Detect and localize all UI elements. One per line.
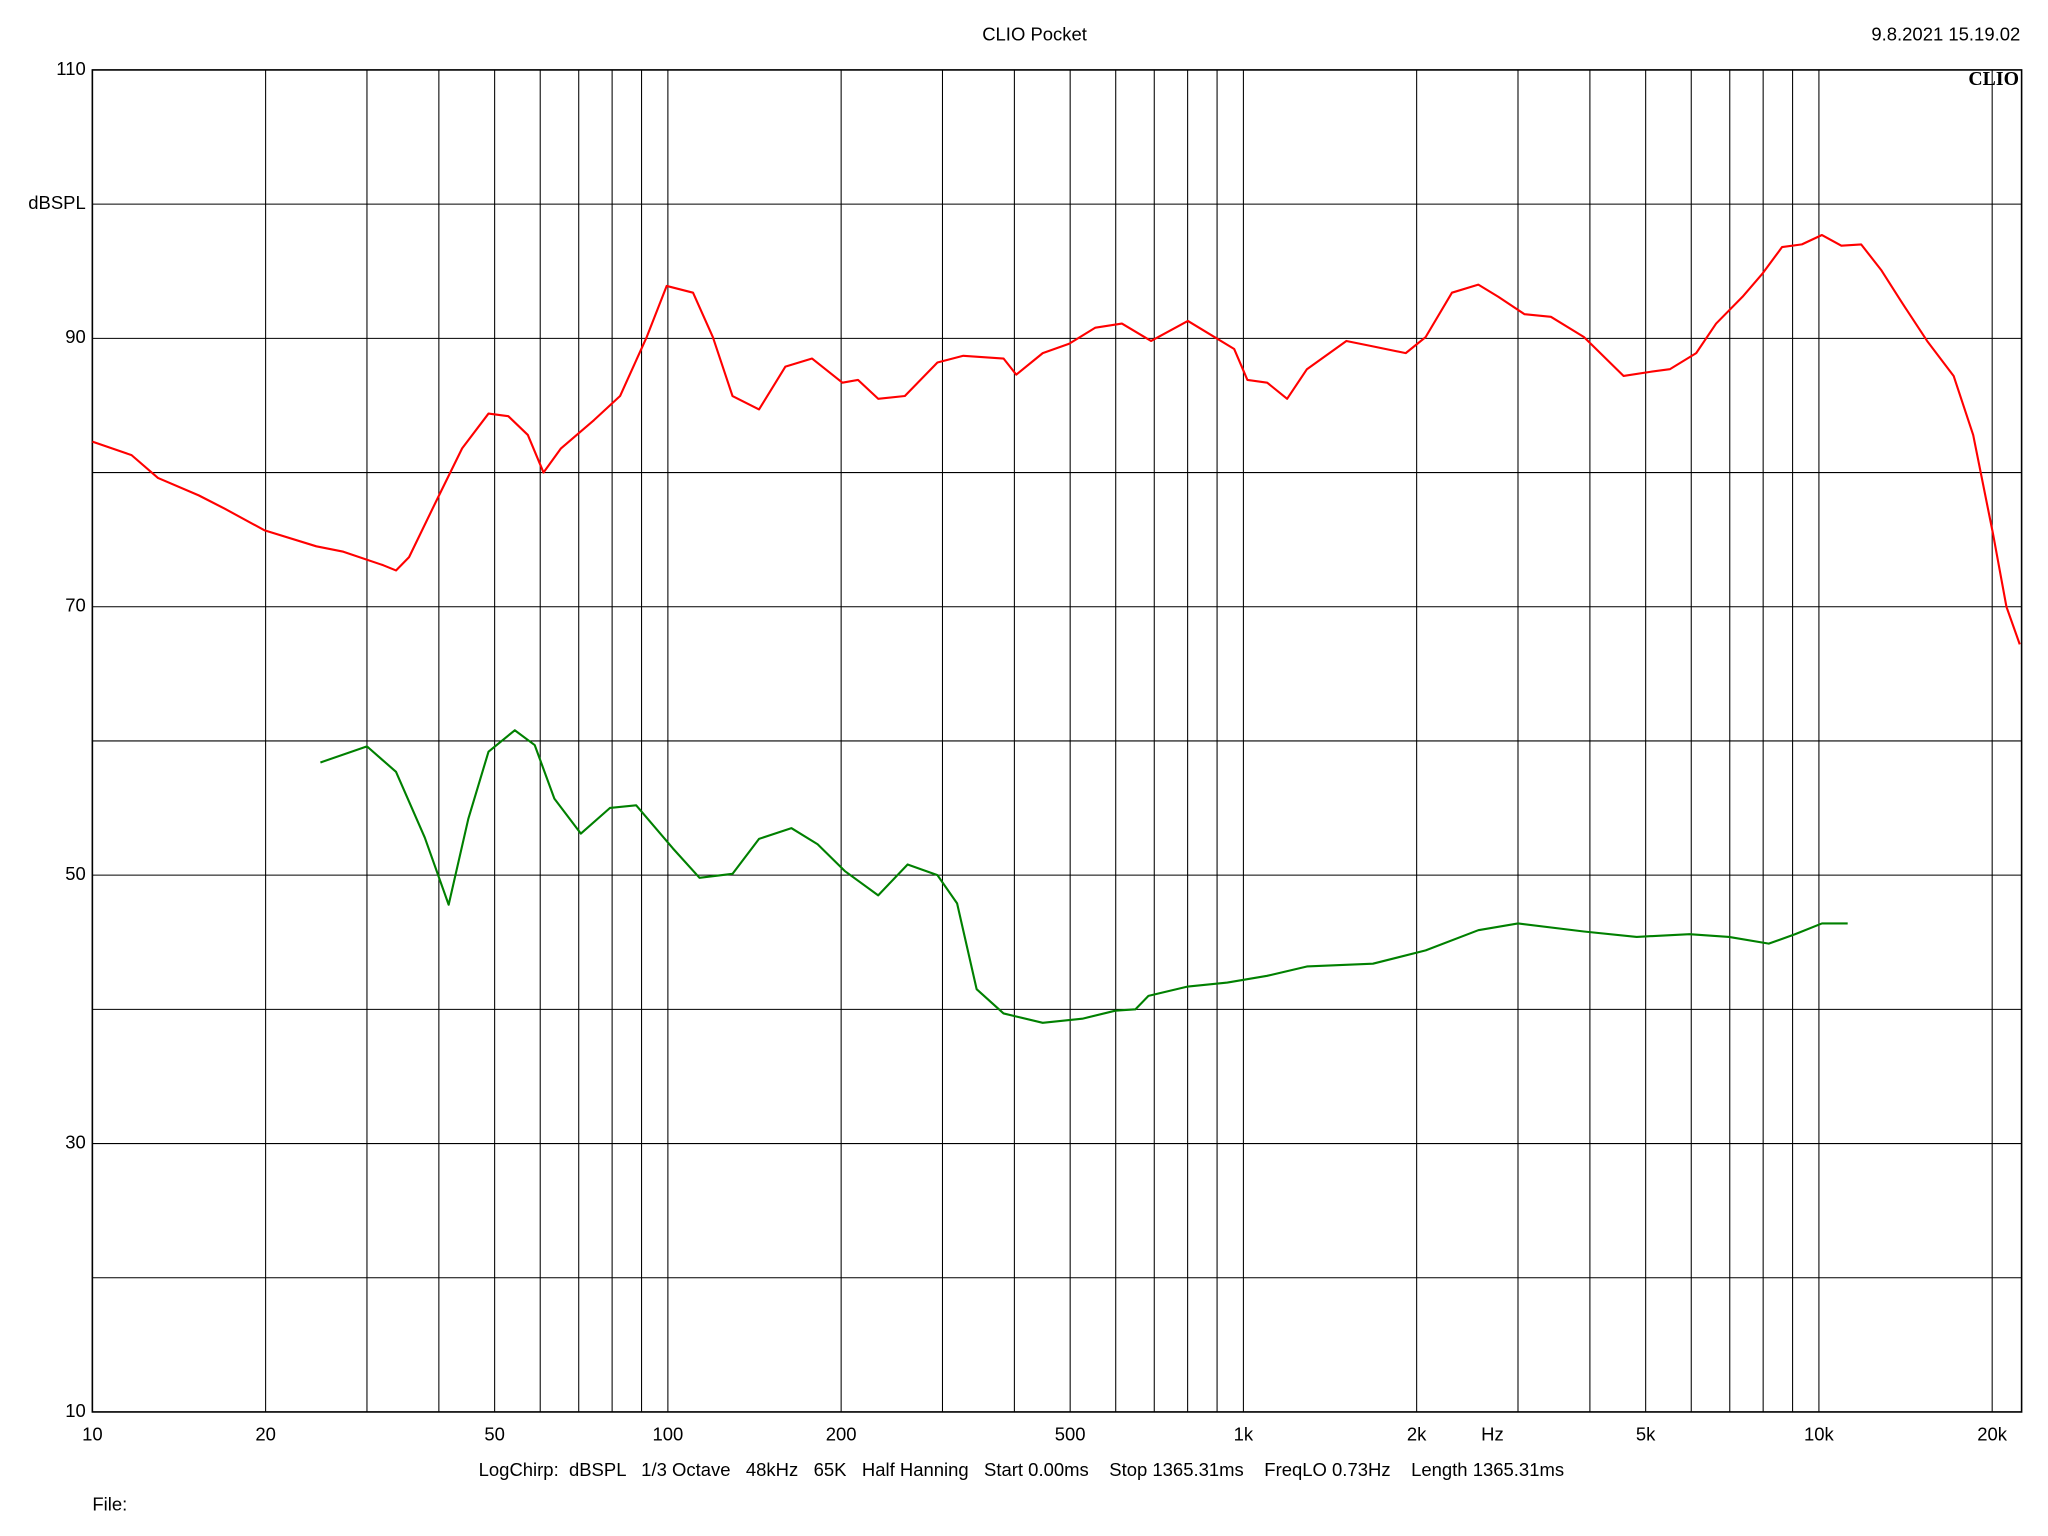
file-label: File:	[92, 1494, 127, 1515]
x-tick-label: 5k	[1636, 1424, 1656, 1445]
x-tick-label: 20	[255, 1424, 276, 1445]
y-tick-label: 110	[56, 58, 85, 79]
chart-title: CLIO Pocket	[982, 24, 1087, 45]
x-tick-label: 500	[1055, 1424, 1086, 1445]
series-line	[320, 729, 1848, 1024]
series-line	[92, 233, 2021, 645]
plot-frame	[91, 69, 2023, 1413]
x-tick-label: 100	[652, 1424, 683, 1445]
footer: LogChirp: dBSPL 1/3 Octave 48kHz 65K Hal…	[479, 1459, 1564, 1480]
x-tick-label: 200	[826, 1424, 857, 1445]
y-tick-label: dBSPL	[28, 192, 86, 213]
x-tick-label: 2k	[1407, 1424, 1427, 1445]
y-tick-label: 50	[65, 863, 86, 884]
x-tick-label: 10k	[1804, 1424, 1835, 1445]
x-tick-label: 10	[82, 1424, 103, 1445]
x-tick-label: 50	[484, 1424, 505, 1445]
y-tick-label: 30	[65, 1131, 86, 1152]
y-tick-label: 10	[65, 1400, 86, 1421]
x-tick-label: 1k	[1234, 1424, 1254, 1445]
logo: CLIO	[1968, 68, 2019, 90]
y-tick-label: 90	[65, 326, 86, 347]
x-tick-label: 20k	[1977, 1424, 2008, 1445]
x-axis-label: Hz	[1481, 1424, 1504, 1445]
y-tick-label: 70	[65, 595, 86, 616]
timestamp: 9.8.2021 15.19.02	[1871, 24, 2020, 45]
